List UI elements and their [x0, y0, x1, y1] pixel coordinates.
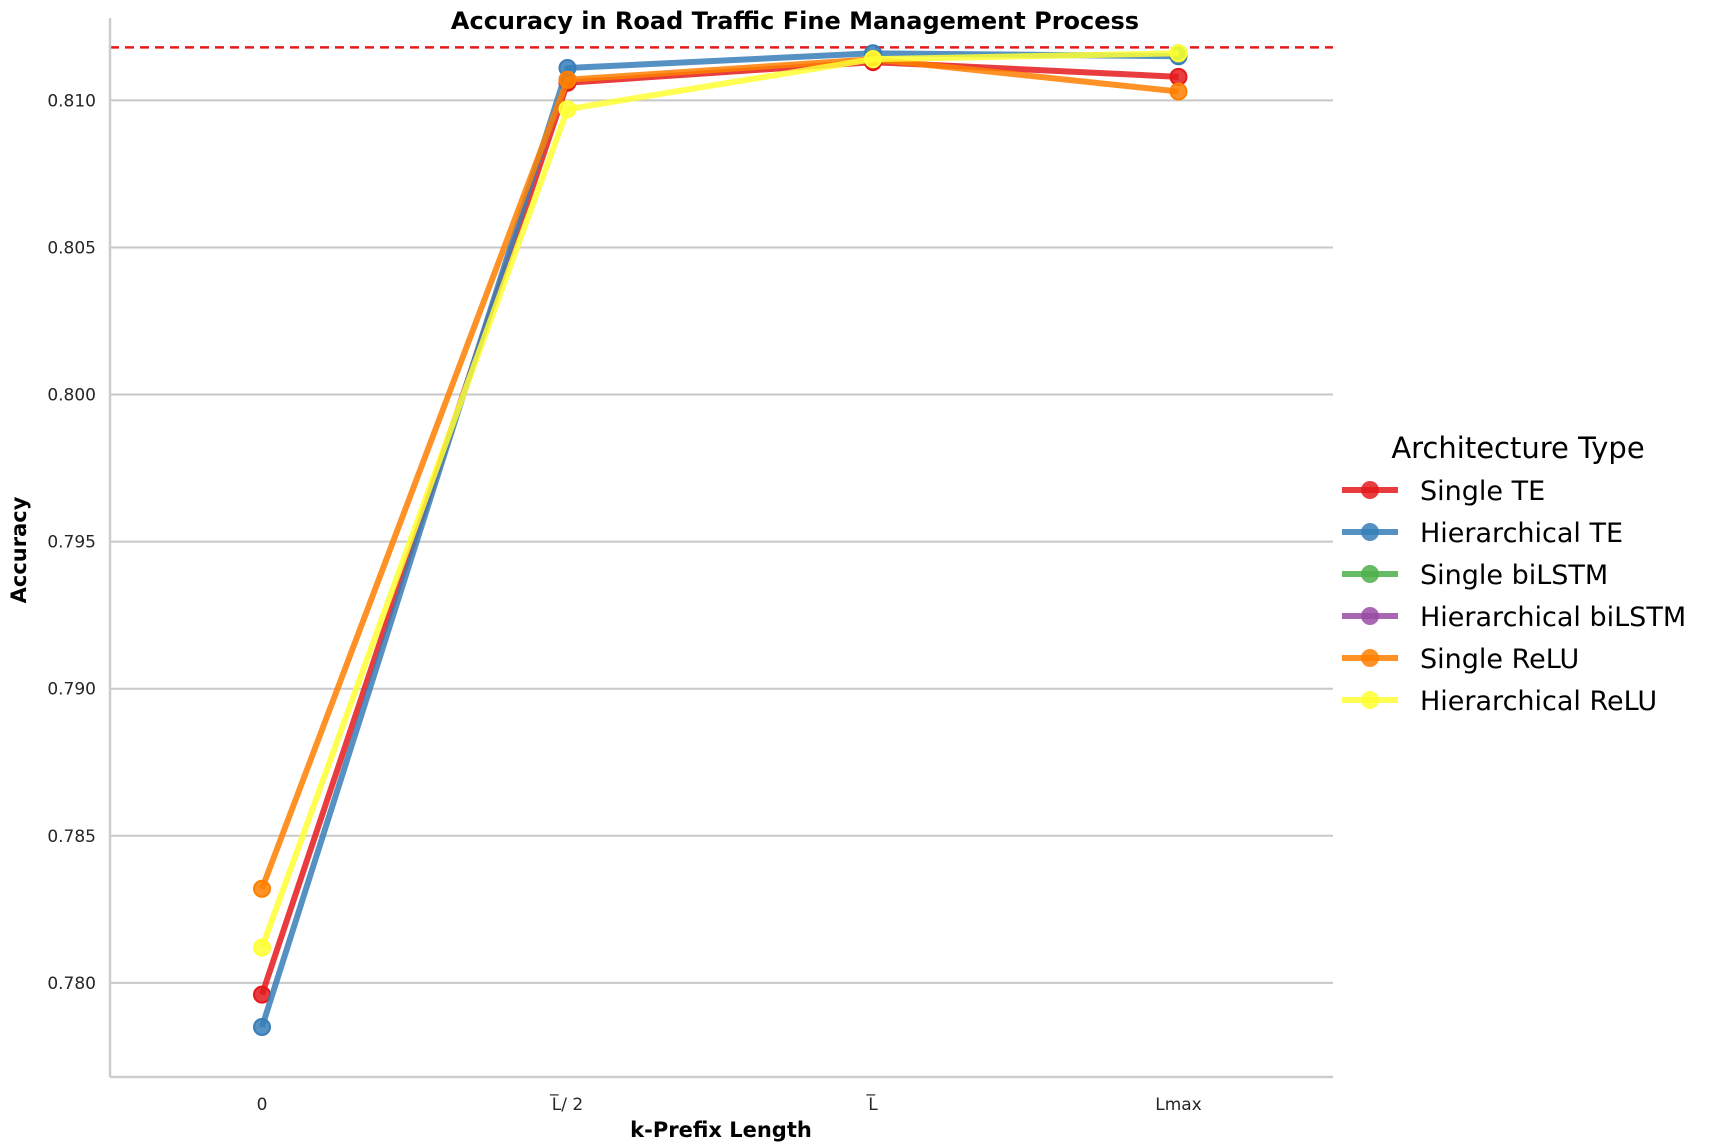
x-tick-label: 0: [257, 1095, 268, 1115]
series-single-te: [253, 53, 1188, 1004]
y-tick-label: 0.810: [47, 91, 96, 111]
legend-item-hierarchical-te: Hierarchical TE: [1342, 518, 1623, 549]
x-tick-label: L̅/ 2: [550, 1093, 584, 1115]
legend-item-single-relu: Single ReLU: [1342, 644, 1579, 675]
gridlines: [110, 99, 1333, 984]
series-hierarchical-relu: [253, 44, 1188, 957]
data-point-hierarchical-relu: [864, 50, 882, 69]
y-tick-label: 0.805: [47, 238, 96, 258]
y-tick-label: 0.800: [47, 386, 96, 406]
y-tick-label: 0.795: [47, 533, 96, 553]
legend-swatch-marker: [1361, 481, 1379, 499]
y-tick-labels: 0.780 0.785 0.790 0.795 0.800 0.805 0.810: [47, 91, 96, 994]
data-point-hierarchical-te: [253, 1017, 271, 1036]
legend-swatch-marker: [1361, 565, 1379, 583]
data-point-hierarchical-relu: [253, 938, 271, 957]
y-tick-label: 0.790: [47, 680, 96, 700]
legend-item-single-te: Single TE: [1342, 476, 1545, 507]
legend-label: Hierarchical ReLU: [1420, 686, 1657, 717]
legend-label: Single biLSTM: [1420, 560, 1608, 591]
y-axis-label: Accuracy: [7, 496, 31, 603]
data-point-single-te: [1169, 67, 1188, 86]
series-line-hierarchical-te: [259, 50, 1179, 1028]
data-point-single-relu: [1169, 82, 1188, 101]
x-tick-labels: 0 L̅/ 2 L̅ Lmax: [257, 1093, 1202, 1115]
legend-swatch-marker: [1361, 649, 1379, 667]
series-line-hierarchical-relu: [259, 50, 1179, 949]
x-tick-label: L̅: [866, 1093, 878, 1115]
legend: Architecture Type Single TE Hierarchical …: [1342, 431, 1686, 717]
axes: [108, 18, 1333, 1079]
legend-label: Single ReLU: [1420, 644, 1579, 675]
data-point-hierarchical-relu: [558, 100, 577, 119]
series-line-single-relu: [259, 56, 1179, 890]
chart-title: Accuracy in Road Traffic Fine Management…: [451, 7, 1139, 35]
legend-title: Architecture Type: [1391, 431, 1644, 465]
data-point-single-relu: [253, 879, 271, 898]
y-tick-label: 0.785: [47, 827, 96, 847]
legend-item-hierarchical-bilstm: Hierarchical biLSTM: [1342, 602, 1686, 633]
legend-label: Hierarchical biLSTM: [1420, 602, 1686, 633]
legend-swatch-marker: [1361, 523, 1379, 541]
legend-label: Single TE: [1420, 476, 1545, 507]
x-axis-label: k-Prefix Length: [630, 1118, 812, 1142]
data-point-hierarchical-relu: [1169, 44, 1188, 63]
series-single-relu: [253, 50, 1188, 898]
legend-item-hierarchical-relu: Hierarchical ReLU: [1342, 686, 1657, 717]
series-layer: [253, 44, 1188, 1036]
legend-item-single-bilstm: Single biLSTM: [1342, 560, 1608, 591]
y-tick-label: 0.780: [47, 974, 96, 994]
legend-swatch-marker: [1361, 691, 1379, 709]
legend-label: Hierarchical TE: [1420, 518, 1623, 549]
data-point-single-relu: [558, 70, 577, 89]
x-tick-label: Lmax: [1155, 1095, 1202, 1115]
legend-swatch-marker: [1361, 607, 1379, 625]
